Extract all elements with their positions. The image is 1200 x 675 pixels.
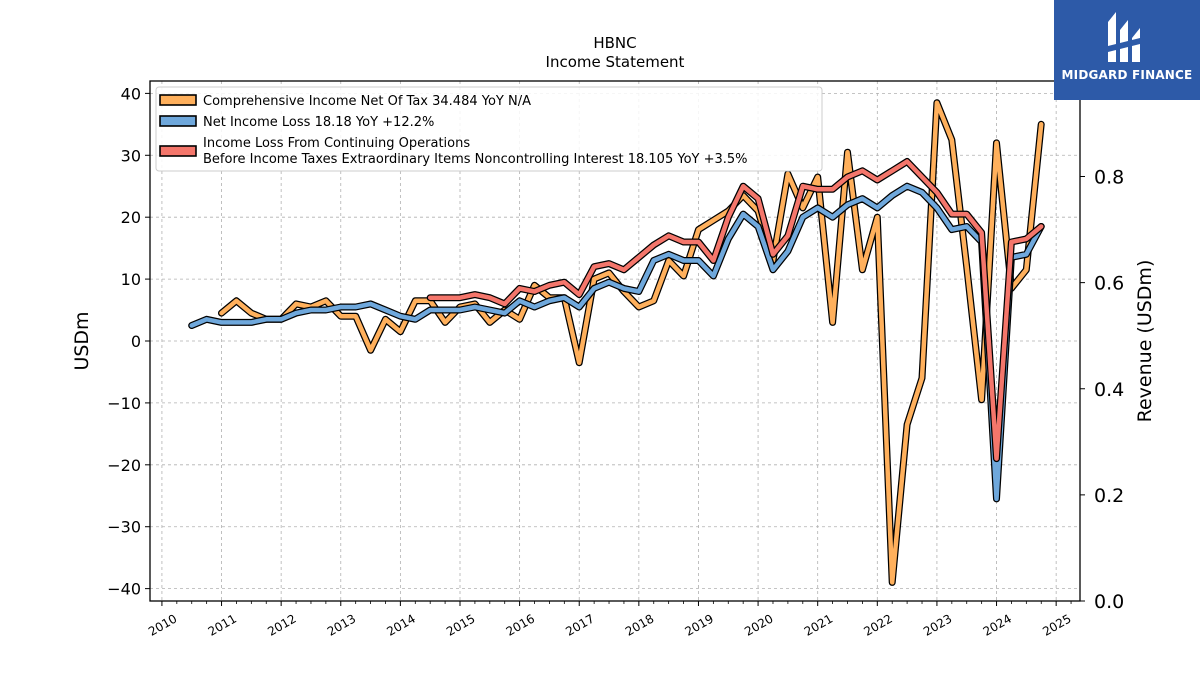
y-axis-label: USDm [71,311,93,370]
chart-title: HBNC [593,34,636,52]
x-tick-label: 2018 [623,611,656,638]
y-right-tick-label: 0.6 [1094,273,1124,295]
x-tick-label: 2024 [981,611,1014,638]
legend-label-2: Net Income Loss 18.18 YoY +12.2% [203,115,434,130]
x-tick-label: 2014 [384,611,417,638]
y-right-tick-label: 0.8 [1094,167,1124,189]
logo-text: MIDGARD FINANCE [1061,68,1193,82]
x-tick-label: 2025 [1040,611,1073,638]
x-tick-label: 2017 [563,611,596,638]
brand-logo: MIDGARD FINANCE [1054,0,1200,100]
y-right-tick-label: 0.0 [1094,591,1124,613]
x-tick-label: 2023 [921,611,954,638]
legend-label-1: Comprehensive Income Net Of Tax 34.484 Y… [203,94,531,109]
x-tick-label: 2012 [265,611,298,638]
legend-swatch-2 [159,115,197,127]
midgard-logo-icon [1108,12,1140,62]
x-tick-label: 2010 [146,611,179,638]
y-tick-label: −30 [107,518,141,537]
legend-label-3: Income Loss From Continuing Operations Be… [203,136,748,167]
x-tick-label: 2015 [444,611,477,638]
legend-box [155,86,823,172]
x-tick-label: 2013 [325,611,358,638]
y-tick-label: −40 [107,580,141,599]
x-tick-label: 2016 [504,611,537,638]
x-tick-label: 2019 [683,611,716,638]
y-tick-label: −10 [107,394,141,413]
x-tick-label: 2020 [742,611,775,638]
series-outline-2 [188,182,1045,503]
y-tick-label: 30 [121,146,141,165]
y-tick-label: −20 [107,456,141,475]
series-lines [188,99,1045,586]
y-right-tick-label: 0.4 [1094,379,1124,401]
series-line-2 [189,183,1044,502]
chart-subtitle: Income Statement [546,53,685,71]
y-tick-label: 40 [121,84,141,103]
legend-swatch-1 [159,94,197,106]
y-tick-label: 20 [121,208,141,227]
legend: Comprehensive Income Net Of Tax 34.484 Y… [155,86,823,172]
x-tick-label: 2022 [861,611,894,638]
x-tick-label: 2021 [802,611,835,638]
legend-swatch-3 [159,145,197,157]
y-axis-right-label: Revenue (USDm) [1134,260,1156,423]
x-tick-label: 2011 [206,611,239,638]
series-line-1 [219,100,1044,585]
y-tick-label: 0 [131,332,141,351]
y-tick-label: 10 [121,270,141,289]
series-line-3 [427,159,1044,461]
y-right-tick-label: 0.2 [1094,485,1124,507]
